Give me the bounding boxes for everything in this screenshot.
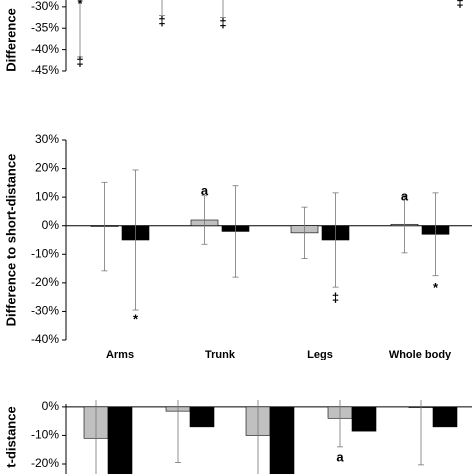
y-tick-label: -10% <box>31 246 59 260</box>
x-tick-label: Legs <box>437 81 463 93</box>
y-tick-label: -20% <box>31 456 59 470</box>
y-tick-label: 20% <box>35 161 59 175</box>
y-tick-label: -40% <box>31 42 59 56</box>
panel: 30% 20% 10% 0% -10% -20% -30% -40% Arms Trunk Legs… <box>31 132 472 376</box>
y-tick-label: 0% <box>42 218 60 232</box>
bar <box>432 406 458 428</box>
annotation: a <box>401 189 409 204</box>
y-tick-label: -30% <box>31 0 59 13</box>
bar <box>189 406 215 428</box>
y-axis-label: t-distance <box>3 406 18 467</box>
y-tick-label: 30% <box>35 132 59 146</box>
panel: 0% -10% -20% a <box>31 399 472 474</box>
x-tick-label: Trunk <box>205 349 236 361</box>
annotation: a <box>201 183 209 198</box>
annotation: * <box>433 280 439 295</box>
y-tick-label: -45% <box>31 63 59 77</box>
y-tick-label: -10% <box>31 428 59 442</box>
bar <box>351 406 377 432</box>
y-tick-label: -20% <box>31 275 59 289</box>
annotation: * <box>133 311 139 326</box>
x-tick-label: Legs <box>307 349 333 361</box>
bar <box>269 406 295 474</box>
bar <box>107 406 133 474</box>
y-tick-label: 0% <box>42 399 60 413</box>
annotation: ‡ <box>332 290 339 305</box>
x-tick-label: Trunk <box>375 81 406 93</box>
y-axis-label: Difference to short-distance <box>3 154 18 327</box>
annotation: ‡ <box>456 0 463 10</box>
annotation: ‡ <box>158 13 165 28</box>
x-tick-label: Whole body <box>256 81 289 108</box>
panel: -30% -35% -40% -45% Lumbar spine Total hip Femo… <box>31 0 464 108</box>
annotation: * <box>77 0 83 11</box>
x-tick-label: Arms <box>316 81 344 93</box>
x-tick-label: Femoral neck <box>192 81 235 108</box>
x-tick-label: Whole body total <box>389 349 452 376</box>
y-tick-label: -30% <box>31 304 59 318</box>
y-tick-label: -40% <box>31 332 59 346</box>
annotation: a <box>336 450 344 465</box>
y-axis-label: Difference <box>3 8 18 72</box>
x-tick-label: Arms <box>106 349 134 361</box>
y-tick-label: -35% <box>31 20 59 34</box>
x-tick-label: Lumbar spine <box>75 81 116 108</box>
y-tick-label: 10% <box>35 189 59 203</box>
x-tick-label: Total hip <box>129 81 174 93</box>
annotation: ‡ <box>219 15 226 30</box>
annotation: ‡ <box>76 54 83 69</box>
